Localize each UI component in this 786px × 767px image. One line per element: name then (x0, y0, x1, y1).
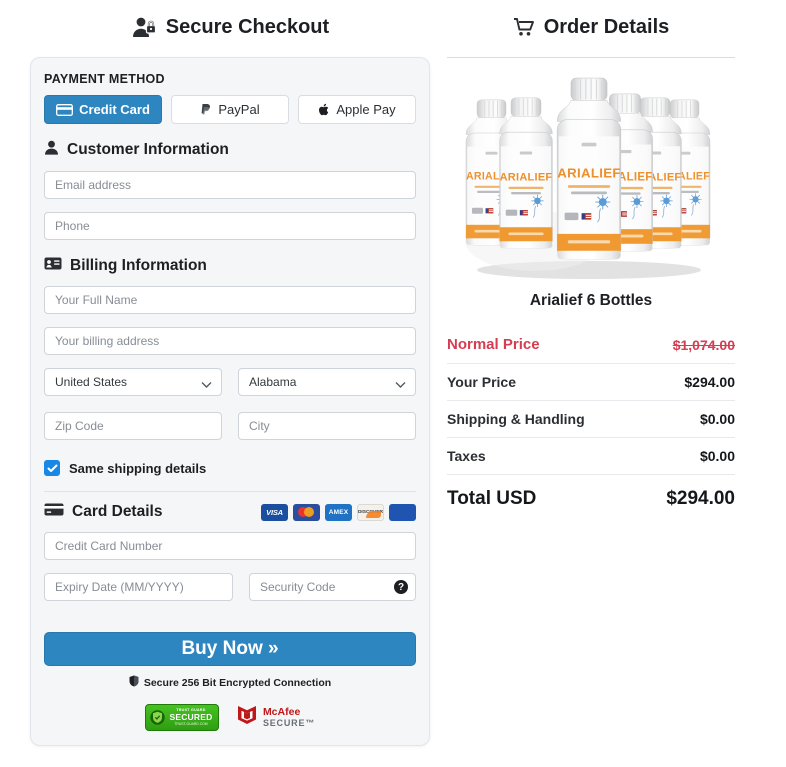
mcafee-shield-icon (235, 703, 259, 732)
price-value: $1,074.00 (672, 336, 735, 353)
full-name-field[interactable] (44, 286, 416, 314)
price-row-your-price: Your Price $294.00 (447, 364, 735, 401)
trust-badges: TRUST GUARD SECURED TRUST-GUARD.COM McAf… (44, 703, 416, 732)
card-number-field[interactable] (44, 532, 416, 560)
person-icon (44, 140, 59, 160)
cvv-help-icon[interactable]: ? (394, 580, 408, 594)
order-summary: ARIALIEF (447, 57, 735, 520)
payment-tab-apple-pay[interactable]: Apple Pay (298, 95, 416, 124)
order-details-title: Order Details (543, 15, 670, 38)
visa-icon: VISA (261, 503, 288, 521)
email-field[interactable] (44, 171, 416, 199)
user-lock-icon (131, 16, 157, 38)
billing-information-heading: Billing Information (44, 257, 416, 275)
jcb-icon (389, 503, 416, 521)
payment-tab-label: Credit Card (79, 102, 150, 117)
payment-tab-paypal[interactable]: PayPal (171, 95, 289, 124)
payment-panel: PAYMENT METHOD Credit Card (30, 57, 430, 746)
billing-information-label: Billing Information (70, 257, 207, 274)
secure-checkout-header: Secure Checkout (30, 10, 430, 44)
same-shipping-label: Same shipping details (69, 460, 207, 476)
discover-icon: DISCOVER (357, 503, 384, 521)
payment-tab-label: Apple Pay (336, 102, 396, 117)
id-card-icon (44, 257, 62, 275)
mcafee-secure-badge: McAfee SECURE™ (235, 703, 315, 732)
mastercard-icon (293, 503, 320, 521)
price-table: Normal Price $1,074.00 Your Price $294.0… (447, 326, 735, 520)
phone-field[interactable] (44, 212, 416, 240)
total-value: $294.00 (666, 488, 735, 509)
order-details-header: Order Details (447, 10, 735, 44)
secure-connection-note: Secure 256 Bit Encrypted Connection (44, 675, 416, 690)
security-code-field[interactable] (249, 573, 416, 601)
city-field[interactable] (238, 412, 416, 440)
cart-icon (513, 17, 535, 37)
secure-checkout-title: Secure Checkout (165, 15, 330, 38)
price-label: Normal Price (447, 336, 540, 353)
card-details-label: Card Details (72, 503, 163, 520)
state-select-value: Alabama (249, 375, 297, 389)
credit-card-icon (56, 103, 74, 116)
trust-guard-badge: TRUST GUARD SECURED TRUST-GUARD.COM (144, 704, 219, 731)
trust-guard-shield-icon (150, 709, 165, 726)
payment-method-tabs: Credit Card PayPal Apple Pay (44, 95, 416, 124)
state-select[interactable]: Alabama (238, 368, 416, 396)
customer-information-label: Customer Information (67, 141, 229, 158)
credit-card-icon (44, 503, 64, 521)
amex-icon: AMEX (325, 503, 352, 521)
price-value: $0.00 (699, 411, 735, 427)
country-select-value: United States (55, 375, 128, 389)
mcafee-text: McAfee SECURE™ (262, 706, 316, 728)
buy-now-label: Buy Now » (181, 638, 279, 659)
accepted-cards: VISA AMEX DISCOVER (261, 503, 416, 521)
chevron-down-icon (395, 378, 406, 392)
country-select[interactable]: United States (44, 368, 222, 396)
billing-address-field[interactable] (44, 327, 416, 355)
price-label: Shipping & Handling (447, 411, 585, 427)
card-details-heading: Card Details (44, 503, 162, 521)
payment-tab-label: PayPal (218, 102, 260, 117)
price-label: Your Price (447, 374, 516, 390)
secure-note-text: Secure 256 Bit Encrypted Connection (143, 676, 332, 689)
price-row-total: Total USD $294.00 (447, 475, 735, 520)
buy-now-button[interactable]: Buy Now » (44, 632, 416, 666)
same-shipping-checkbox[interactable] (44, 460, 60, 476)
customer-information-heading: Customer Information (44, 140, 416, 160)
divider (44, 491, 416, 492)
product-image: ARIALIEF (447, 71, 735, 281)
paypal-icon (200, 103, 212, 117)
payment-tab-credit-card[interactable]: Credit Card (44, 95, 162, 124)
product-title: Arialief 6 Bottles (529, 292, 653, 309)
trust-guard-text: TRUST GUARD SECURED TRUST-GUARD.COM (169, 707, 213, 727)
chevron-down-icon (201, 378, 212, 392)
price-row-shipping: Shipping & Handling $0.00 (447, 401, 735, 438)
price-row-taxes: Taxes $0.00 (447, 438, 735, 475)
divider (447, 57, 735, 58)
price-row-normal: Normal Price $1,074.00 (447, 326, 735, 364)
expiry-date-field[interactable] (44, 573, 233, 601)
payment-method-label: PAYMENT METHOD (44, 72, 165, 86)
zip-code-field[interactable] (44, 412, 222, 440)
price-value: $294.00 (684, 374, 735, 390)
apple-icon (318, 103, 330, 117)
price-value: $0.00 (699, 448, 735, 464)
price-label: Taxes (447, 448, 486, 464)
same-shipping-row: Same shipping details (44, 460, 416, 476)
total-label: Total USD (447, 488, 537, 509)
shield-icon (129, 675, 139, 690)
